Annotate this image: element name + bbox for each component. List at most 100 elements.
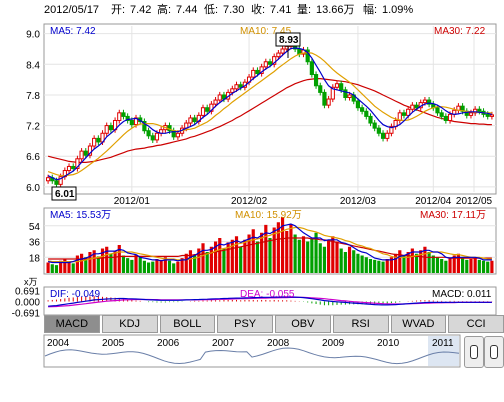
candle-body [376,127,381,134]
volume-bar [264,224,268,273]
volume-bar [364,257,368,273]
candle-body [330,86,335,100]
candle-body [427,99,432,105]
price-candles [46,39,494,188]
candle-body [200,107,206,116]
navigator-selection[interactable] [428,336,459,366]
tab-boll[interactable]: BOLL [159,315,216,333]
volume-bar [440,259,444,273]
price-ma30-line [47,77,492,163]
candle-body [372,122,377,129]
volume-bar [67,261,71,273]
volume-bar [347,246,352,273]
price-y-tick: 7.2 [26,122,40,133]
navigator-series [44,347,460,365]
macd-dif-series [48,296,492,307]
volume-bar [398,250,402,273]
volume-bar [402,255,406,273]
volume-bar [377,260,381,273]
volume-bar [310,238,314,273]
candle-body [339,83,344,91]
volume-bar [197,248,201,273]
candle-body [406,108,411,116]
volume-bar [490,260,494,273]
volume-bar [335,241,339,273]
tab-macd[interactable]: MACD [44,315,100,333]
navigator-frame[interactable] [43,334,461,368]
candle-body [83,150,88,156]
volume-bar [465,259,469,273]
candle-body [104,125,109,134]
tab-cci[interactable]: CCI [448,315,504,333]
candle-body [263,61,268,68]
price-ma10-line [47,51,492,177]
tab-wvad[interactable]: WVAD [390,315,447,333]
volume-ma10-line [47,226,492,263]
candle-body [485,113,490,117]
navigator-year: 2005 [102,338,125,349]
volume-bar [461,257,465,273]
macd-macd-label: MACD: 0.011 [432,289,492,300]
volume-ma5-label: MA5: 15.53万 [50,210,111,221]
volume-bar [92,250,96,273]
candle-body [305,49,310,63]
volume-bar [222,248,226,273]
candle-body [414,104,419,109]
volume-bar [167,260,172,273]
volume-ma10-label: MA10: 15.92万 [235,210,302,221]
candle-body [251,69,256,78]
candle-body [318,85,323,93]
header-high: 7.44 [176,4,197,16]
tab-rsi[interactable]: RSI [332,315,389,333]
header-change-label: 幅: [363,3,377,16]
candle-body [217,94,222,101]
price-y-tick: 6.0 [26,183,40,194]
volume-bar [255,241,260,273]
candle-body [96,137,101,143]
tab-psy[interactable]: PSY [217,315,273,333]
volume-bar [448,257,452,273]
price-ma30-label: MA30: 7.22 [434,26,486,37]
volume-bar [188,250,193,273]
candle-body [489,114,494,117]
volume-bar [419,250,423,273]
volume-bar [117,245,121,273]
volume-bar [486,261,490,273]
volume-bar [385,259,389,273]
candle-body [355,100,361,109]
volume-bar [75,255,79,273]
navigator-year: 2004 [47,338,70,349]
volume-ma5-series [47,223,492,264]
candle-body [58,176,63,185]
price-ma30-series [47,77,492,163]
candle-body [234,84,239,90]
volume-bar [84,257,88,273]
candle-body [477,108,482,112]
header-low-label: 低: [204,3,218,16]
volume-bar [100,248,105,273]
volume-bar [452,255,456,273]
volume-bar [389,257,394,273]
header-volume-label: 量: [297,3,311,16]
volume-bar [126,258,130,273]
candle-body [272,56,277,65]
volume-bar [251,229,255,273]
price-y-tick: 7.8 [26,91,40,102]
volume-ma5-line [47,223,492,264]
header-close: 7.41 [270,4,291,16]
volume-bar [71,263,75,273]
macd-dif-label: DIF: -0.049 [50,289,100,300]
candle-body [267,61,273,65]
candle-body [343,89,348,99]
volume-bar [46,262,50,273]
candle-body [468,112,474,116]
tab-kdj[interactable]: KDJ [101,315,158,333]
handle-grip-icon [470,345,478,359]
tab-obv[interactable]: OBV [275,315,331,333]
navigator-right-handle[interactable] [484,336,504,368]
candle-body [255,69,260,75]
header-low: 7.30 [223,4,244,16]
navigator-left-handle[interactable] [464,336,484,368]
candle-body [87,145,93,156]
